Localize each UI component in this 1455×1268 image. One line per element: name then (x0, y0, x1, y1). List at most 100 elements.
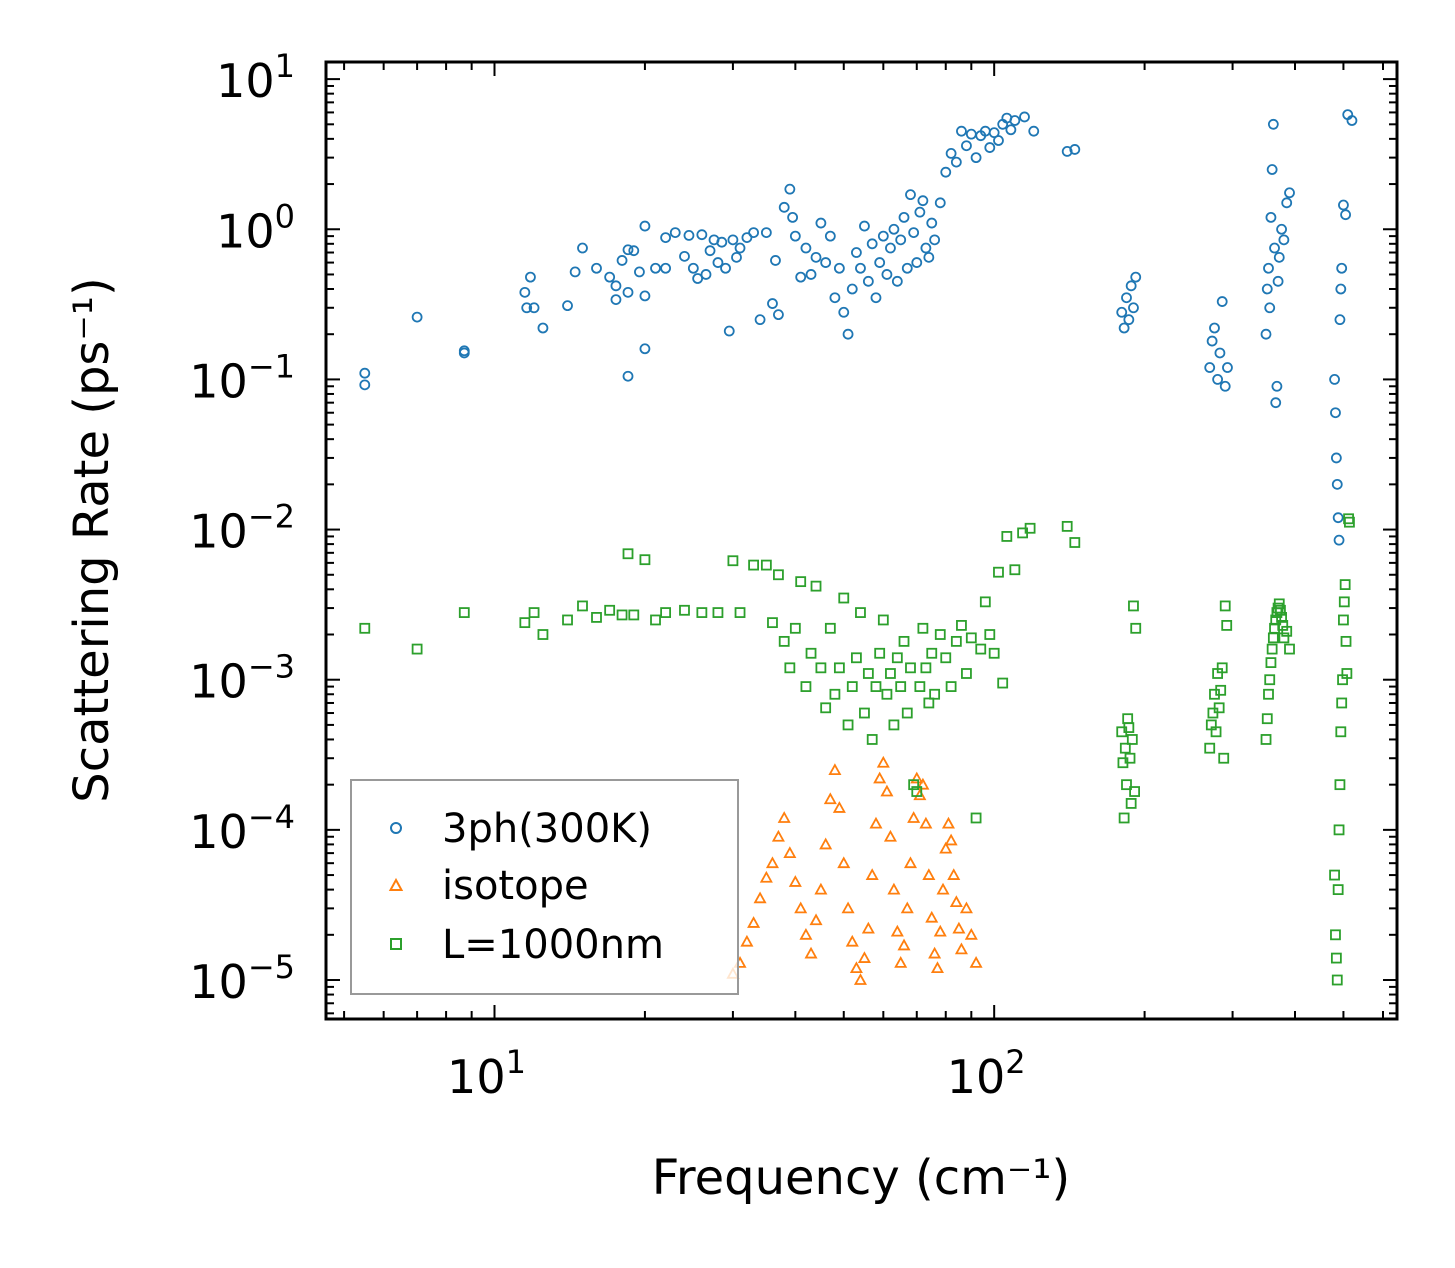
data-point (824, 622, 836, 634)
data-point (1336, 262, 1348, 274)
data-point (1266, 164, 1278, 175)
data-point (1276, 223, 1287, 235)
y-axis-title: Scattering Rate (ps⁻¹) (64, 277, 120, 803)
data-point (650, 614, 661, 626)
data-point (777, 811, 791, 823)
data-point (859, 220, 870, 232)
data-point (1122, 713, 1134, 725)
data-point (993, 135, 1004, 146)
data-point (1119, 742, 1131, 754)
data-point (569, 266, 581, 278)
data-point (1219, 600, 1231, 612)
data-point (820, 257, 832, 268)
data-point (650, 262, 661, 274)
data-point (804, 946, 818, 959)
data-point (832, 801, 846, 813)
data-point (869, 816, 883, 829)
data-point (934, 197, 946, 209)
data-point (965, 632, 977, 644)
data-point (919, 816, 933, 829)
data-point (905, 662, 916, 674)
data-point (1331, 478, 1343, 490)
data-point (945, 148, 957, 159)
data-point (1124, 752, 1136, 764)
data-point (1128, 600, 1139, 612)
data-point (861, 921, 875, 934)
data-point (1281, 625, 1293, 637)
data-point (747, 916, 761, 928)
data-point (727, 234, 739, 246)
data-point (1215, 684, 1227, 696)
data-point (591, 612, 602, 623)
data-point (1123, 722, 1135, 733)
data-point (1210, 726, 1222, 738)
data-point (920, 242, 932, 254)
data-point (949, 895, 963, 908)
data-point (740, 934, 754, 947)
data-point (961, 668, 972, 679)
data-point (799, 927, 813, 940)
data-point (1261, 713, 1273, 725)
data-point (865, 868, 879, 880)
data-point (1009, 564, 1021, 576)
data-point (1069, 144, 1081, 155)
data-point (917, 622, 929, 634)
data-point (723, 325, 735, 337)
data-point (720, 262, 731, 274)
data-point (773, 569, 784, 581)
data-point (1061, 520, 1073, 532)
data-point (411, 643, 423, 655)
data-point (1264, 302, 1276, 314)
y-tick-label: 10−1 (189, 347, 295, 408)
data-point (1005, 124, 1017, 136)
data-point (1219, 380, 1231, 392)
data-point (898, 211, 910, 223)
data-point (984, 629, 996, 640)
data-point (1333, 824, 1345, 836)
plot-frame (324, 60, 1399, 1021)
data-point (783, 846, 797, 859)
data-point (837, 856, 851, 869)
data-point (622, 286, 634, 298)
data-point (616, 255, 628, 266)
data-point (1269, 242, 1280, 254)
data-point (911, 786, 923, 797)
data-point (870, 681, 882, 692)
data-point (1216, 662, 1228, 674)
data-point (1341, 668, 1353, 679)
data-point (862, 275, 874, 287)
data-point (1128, 302, 1139, 314)
data-point (934, 629, 946, 640)
data-point (528, 302, 540, 314)
data-point (660, 262, 672, 274)
data-point (1009, 115, 1021, 126)
data-point (788, 875, 802, 887)
data-point (639, 290, 651, 302)
data-point (984, 142, 996, 153)
data-point (883, 829, 897, 842)
data-point (855, 607, 866, 618)
data-point (979, 596, 991, 608)
data-point (846, 283, 858, 295)
data-point (1276, 612, 1287, 623)
data-point (712, 257, 724, 268)
data-point (778, 635, 790, 647)
data-point (870, 292, 882, 304)
data-point (1216, 296, 1228, 307)
data-point (1270, 397, 1282, 409)
data-point (829, 292, 841, 304)
data-point (920, 662, 932, 674)
data-point (805, 269, 817, 280)
data-point (1125, 280, 1137, 292)
data-point (754, 314, 766, 326)
data-point (975, 643, 987, 655)
legend-marker-triangle (388, 877, 404, 891)
data-point (634, 266, 645, 278)
data-point (1130, 271, 1142, 283)
data-point (842, 328, 854, 340)
data-point (1273, 598, 1285, 610)
data-point (820, 702, 832, 714)
data-point (562, 300, 573, 312)
data-point (1344, 516, 1355, 528)
legend-entry-isotope: isotope (388, 863, 589, 909)
